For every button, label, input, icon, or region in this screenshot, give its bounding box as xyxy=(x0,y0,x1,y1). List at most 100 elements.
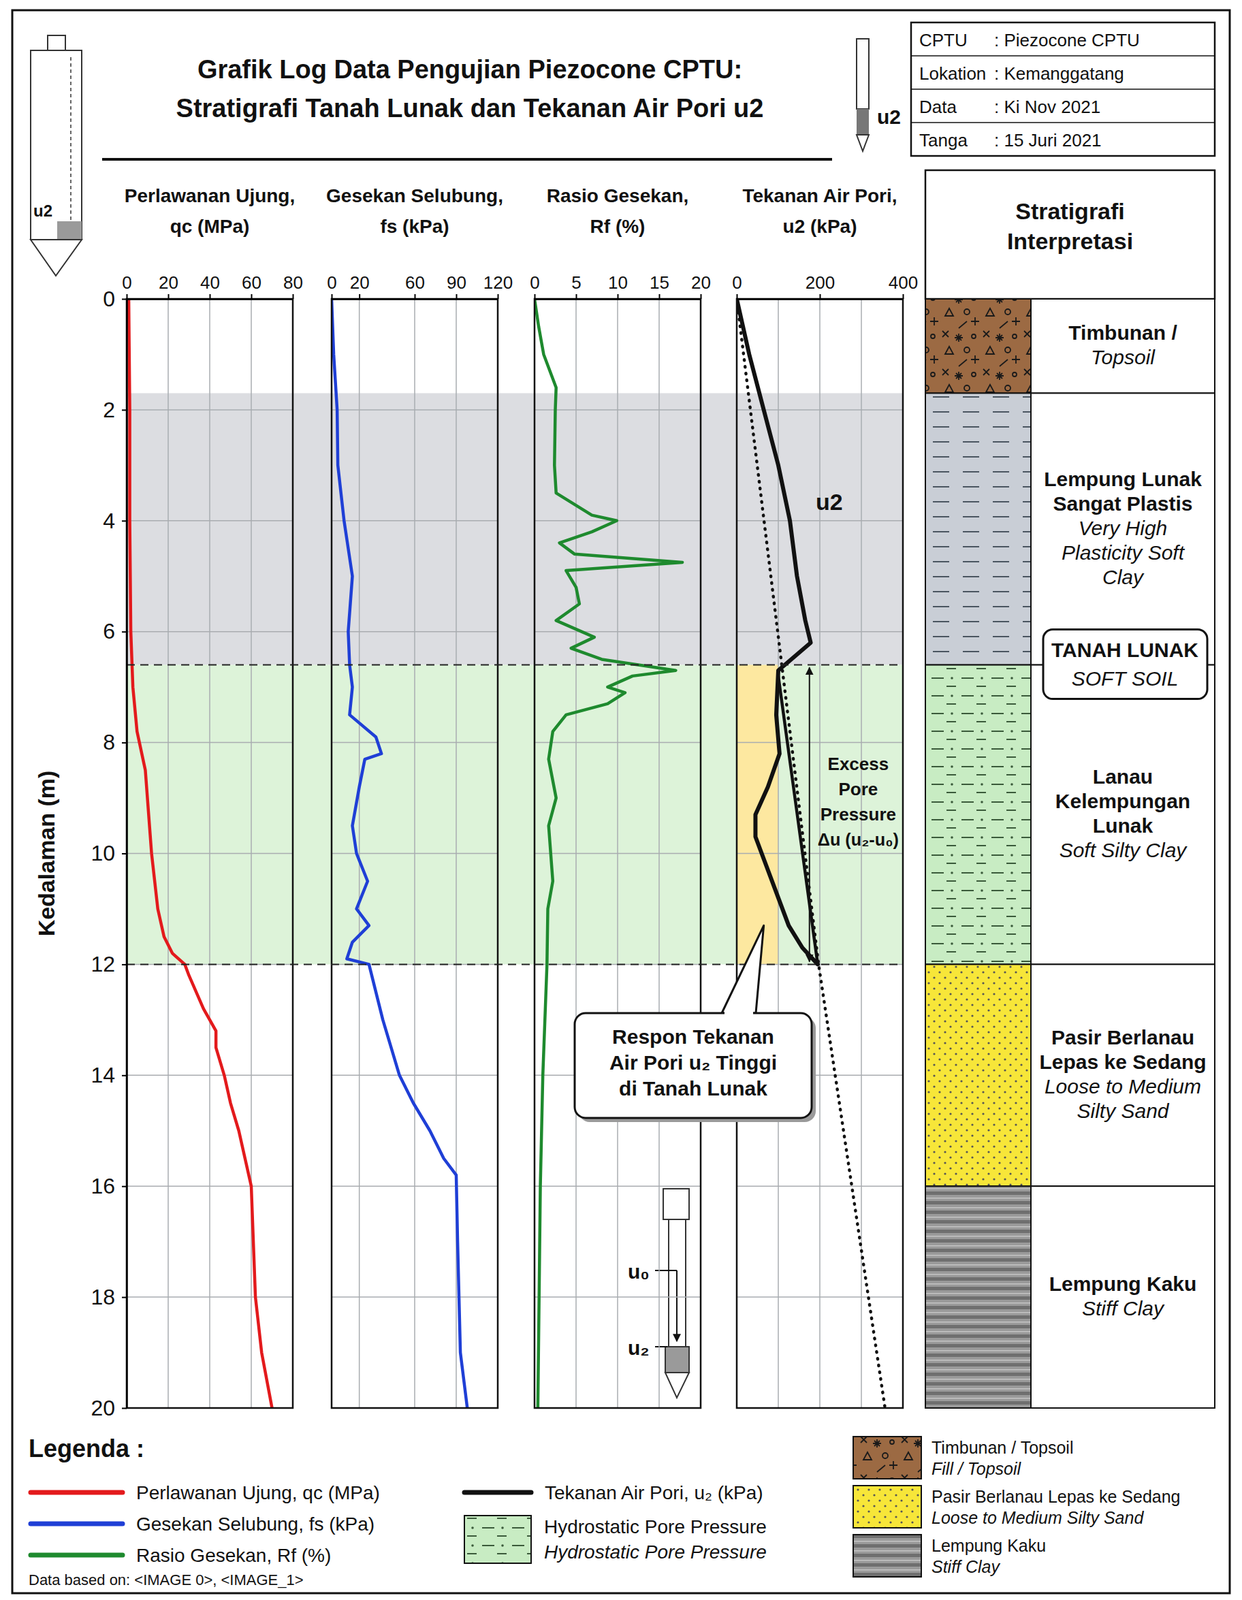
zone-boundary xyxy=(126,963,903,965)
stratigraphy: StratigrafiInterpretasiTimbunan /Topsoil… xyxy=(925,170,1215,1409)
grid-line xyxy=(736,520,903,522)
tick-label: 16 xyxy=(90,1173,116,1199)
tick-label: 12 xyxy=(90,951,116,977)
tick-label: 14 xyxy=(90,1062,116,1088)
grid-line xyxy=(534,853,701,855)
title: Grafik Log Data Pengujian Piezocone CPTU… xyxy=(197,55,743,84)
grid-line xyxy=(126,409,293,411)
legend-label: Loose to Medium Silty Sand xyxy=(931,1508,1144,1528)
icon xyxy=(676,1270,678,1342)
grid-line xyxy=(126,631,293,633)
layer-label: Timbunan / xyxy=(1068,321,1178,344)
icon-label: u₀ xyxy=(627,1260,650,1283)
tick-label: 90 xyxy=(446,272,467,293)
tick-label: 15 xyxy=(649,272,670,293)
title-rule xyxy=(102,157,833,161)
legend-swatch xyxy=(853,1485,922,1528)
icon xyxy=(856,38,869,109)
layer-pattern xyxy=(925,964,1031,1187)
plot-frame xyxy=(534,298,701,1409)
tick-mark xyxy=(121,1186,127,1188)
series xyxy=(331,298,468,1409)
zone-boundary xyxy=(126,664,903,666)
icon xyxy=(655,1346,668,1348)
grid-line xyxy=(736,742,903,744)
legend-swatch xyxy=(30,1553,123,1558)
tick-label: 5 xyxy=(571,272,581,293)
tick-label: 6 xyxy=(102,618,116,644)
info-divider xyxy=(911,121,1215,124)
layer-cell xyxy=(1030,964,1215,1187)
tick-mark xyxy=(292,294,295,299)
tick: 60 xyxy=(241,272,262,299)
icon xyxy=(856,108,869,135)
grid-line xyxy=(331,409,498,411)
panel-title: Rasio Gesekan, xyxy=(546,185,690,207)
grid-line xyxy=(331,1296,498,1298)
icon-label: u2 xyxy=(33,201,53,220)
tick-mark xyxy=(659,294,661,299)
tick-label: 10 xyxy=(90,840,116,866)
y-axis: 02468101214161820 xyxy=(90,286,127,1421)
tick-mark xyxy=(331,294,333,299)
icon xyxy=(57,221,82,240)
tick-label: 0 xyxy=(731,272,742,293)
legend-label: Hydrostatic Pore Pressure xyxy=(544,1541,767,1563)
grid-line xyxy=(331,1185,498,1187)
layer-label-en: Silty Sand xyxy=(1076,1099,1170,1123)
tick: 20 xyxy=(158,272,179,299)
tick: 8 xyxy=(102,729,127,755)
layer-label: Kelempungan xyxy=(1055,789,1191,813)
panel: 0200400Tekanan Air Pori,u2 (kPa)u2Excess… xyxy=(731,185,918,1409)
series xyxy=(736,298,886,1409)
info-key: Data xyxy=(919,96,957,118)
callout: Respon TekananAir Pori u₂ Tinggidi Tanah… xyxy=(574,925,816,1123)
tick: 10 xyxy=(90,840,127,866)
layer-pattern xyxy=(925,665,1031,965)
legend-label: Timbunan / Topsoil xyxy=(931,1438,1074,1458)
info-divider xyxy=(911,55,1215,57)
legend-label: Fill / Topsoil xyxy=(931,1459,1023,1479)
tick-mark xyxy=(414,294,417,299)
panel-title: u2 (kPa) xyxy=(783,215,858,237)
layer-label-en: Clay xyxy=(1102,565,1145,589)
layer-label-en: Plasticity Soft xyxy=(1061,541,1186,564)
tick-mark xyxy=(358,294,361,299)
icon xyxy=(668,1219,686,1347)
tick-label: 18 xyxy=(90,1284,116,1310)
plot-frame xyxy=(126,298,293,1409)
tick: 2 xyxy=(102,397,127,423)
legend-swatch xyxy=(30,1490,123,1496)
tick: 5 xyxy=(571,272,581,299)
soft-soil-label: SOFT SOIL xyxy=(1071,667,1179,690)
tick-mark xyxy=(121,1297,127,1299)
callout-pointer xyxy=(721,925,764,1014)
grid xyxy=(534,298,701,1409)
tick-label: 20 xyxy=(158,272,179,293)
grid xyxy=(331,298,498,1409)
annotation: Pore xyxy=(838,778,878,800)
series xyxy=(534,298,683,1409)
icon xyxy=(70,57,72,222)
tick: 0 xyxy=(731,272,742,299)
legend-title: Legenda : xyxy=(28,1434,145,1463)
layer-label: Lunak xyxy=(1092,814,1154,837)
callout-text: di Tanah Lunak xyxy=(618,1077,768,1100)
tick-mark xyxy=(576,294,578,299)
tick-mark xyxy=(121,1408,127,1410)
panel-title: Tekanan Air Pori, xyxy=(742,185,897,207)
info-value: : Ki Nov 2021 xyxy=(994,96,1101,118)
icon xyxy=(856,134,869,152)
tick-mark xyxy=(534,294,536,299)
tick-label: 40 xyxy=(200,272,220,293)
layer-label: Lempung Lunak xyxy=(1043,467,1202,491)
grid xyxy=(736,298,903,1409)
panel: 0206090120Gesekan Selubung,fs (kPa) xyxy=(326,185,513,1409)
title: Stratigrafi Tanah Lunak dan Tekanan Air … xyxy=(176,93,764,123)
callout-box xyxy=(574,1013,812,1119)
tick: 20 xyxy=(90,1395,127,1421)
annotation: Δu (u₂-u₀) xyxy=(817,830,899,850)
layer-label: Lanau xyxy=(1092,765,1153,788)
tick-mark xyxy=(819,294,822,299)
tick-label: 20 xyxy=(691,272,711,293)
